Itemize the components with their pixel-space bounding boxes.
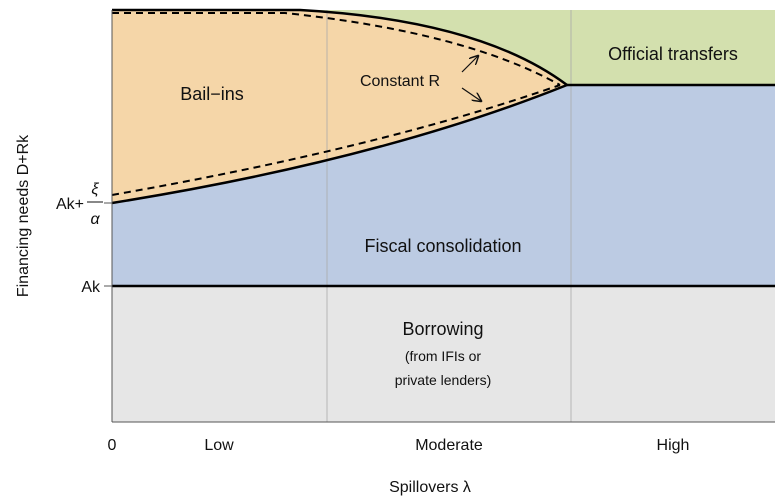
arrow bbox=[461, 56, 478, 73]
region-label: Official transfers bbox=[608, 44, 738, 64]
lower-curve bbox=[111, 83, 568, 205]
y-label: Ak bbox=[81, 279, 101, 296]
region-label: Fiscal consolidation bbox=[364, 236, 521, 256]
region-note: private lenders) bbox=[395, 372, 492, 388]
arrow bbox=[461, 87, 481, 101]
region-label: Bail−ins bbox=[180, 84, 244, 104]
borrowing-region bbox=[112, 286, 775, 422]
region-label: Borrowing bbox=[402, 319, 483, 339]
x-label: Low bbox=[204, 437, 234, 454]
y-label: α bbox=[90, 211, 100, 228]
dashed-curve bbox=[112, 12, 561, 86]
region-label: Constant R bbox=[360, 73, 440, 90]
y-label: ξ bbox=[91, 181, 99, 198]
transfers-region bbox=[300, 10, 775, 85]
y-label: Ak+ bbox=[56, 196, 84, 213]
upper-curve bbox=[112, 8, 568, 87]
bail-ins-region bbox=[112, 10, 567, 203]
x-label: High bbox=[657, 437, 690, 454]
y-axis-title: Financing needs D+Rk bbox=[15, 134, 32, 297]
x-axis-title: Spillovers λ bbox=[389, 479, 471, 496]
x-label: 0 bbox=[108, 437, 117, 454]
dashed-curve bbox=[111, 84, 561, 196]
region-note: (from IFIs or bbox=[405, 348, 482, 364]
fiscal-region bbox=[112, 85, 775, 286]
x-label: Moderate bbox=[415, 437, 483, 454]
